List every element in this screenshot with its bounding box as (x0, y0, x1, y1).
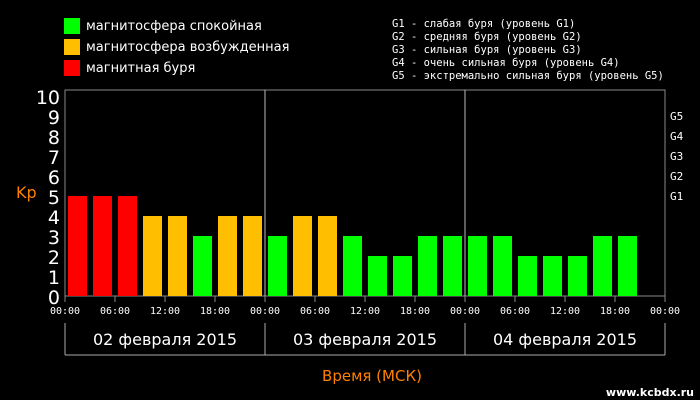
y-tick-label: 2 (48, 247, 60, 269)
kp-bar (368, 256, 387, 296)
legend-item-storm: магнитная буря (64, 59, 195, 77)
legend-label-excited: магнитосфера возбужденная (86, 39, 290, 55)
x-tick-label: 18:00 (600, 306, 630, 317)
kp-bar (318, 216, 337, 296)
kp-bar (543, 256, 562, 296)
x-tick-label: 00:00 (50, 306, 80, 317)
kp-bar (618, 236, 637, 296)
x-tick-label: 18:00 (400, 306, 430, 317)
g-level-label: G1 (670, 190, 683, 203)
kp-bar (118, 196, 137, 296)
kp-bar (493, 236, 512, 296)
x-axis-label: Время (МСК) (322, 367, 422, 385)
x-tick-label: 00:00 (450, 306, 480, 317)
x-tick-label: 12:00 (550, 306, 580, 317)
g1-description: G1 - слабая буря (уровень G1) (392, 18, 576, 30)
kp-bar (468, 236, 487, 296)
g-level-label: G2 (670, 170, 683, 183)
kp-bar (168, 216, 187, 296)
y-tick-label: 6 (48, 167, 60, 189)
g-level-label: G5 (670, 110, 683, 123)
watermark: www.kcbdx.ru (606, 386, 694, 399)
kp-bar (443, 236, 462, 296)
kp-bar (218, 216, 237, 296)
x-tick-label: 06:00 (100, 306, 130, 317)
g5-description: G5 - экстремально сильная буря (уровень … (392, 70, 664, 82)
g4-description: G4 - очень сильная буря (уровень G4) (392, 57, 620, 69)
legend-swatch-storm (64, 60, 80, 76)
y-tick-label: 1 (48, 267, 60, 289)
g2-description: G2 - средняя буря (уровень G2) (392, 31, 582, 43)
g-level-label: G3 (670, 150, 683, 163)
kp-bar (393, 256, 412, 296)
kp-bar (193, 236, 212, 296)
legend-item-excited: магнитосфера возбужденная (64, 38, 289, 56)
y-tick-label: 9 (48, 107, 60, 129)
y-axis-label: Kp (16, 183, 37, 202)
kp-bar (518, 256, 537, 296)
y-tick-label: 8 (48, 127, 60, 149)
legend-swatch-calm (64, 18, 80, 34)
legend-label-storm: магнитная буря (86, 60, 196, 76)
x-tick-label: 00:00 (650, 306, 680, 317)
x-tick-label: 06:00 (500, 306, 530, 317)
g-level-label: G4 (670, 130, 684, 143)
kp-bar (268, 236, 287, 296)
kp-bar (68, 196, 87, 296)
kp-bar (243, 216, 262, 296)
kp-bar (568, 256, 587, 296)
kp-bar (593, 236, 612, 296)
x-tick-label: 12:00 (350, 306, 380, 317)
x-tick-label: 12:00 (150, 306, 180, 317)
kp-bar (343, 236, 362, 296)
y-tick-label: 4 (48, 207, 60, 229)
y-tick-label: 7 (48, 147, 60, 169)
legend-item-calm: магнитосфера спокойная (64, 17, 262, 35)
kp-bar (418, 236, 437, 296)
x-tick-label: 18:00 (200, 306, 230, 317)
day-label: 03 февраля 2015 (293, 330, 437, 349)
y-tick-label: 3 (48, 227, 60, 249)
kp-bar (293, 216, 312, 296)
y-tick-label: 5 (48, 187, 60, 209)
x-tick-label: 06:00 (300, 306, 330, 317)
y-tick-label: 0 (48, 287, 60, 309)
day-label: 02 февраля 2015 (93, 330, 237, 349)
legend-label-calm: магнитосфера спокойная (86, 18, 262, 34)
kp-bar (143, 216, 162, 296)
legend-swatch-excited (64, 39, 80, 55)
kp-bar (93, 196, 112, 296)
x-tick-label: 00:00 (250, 306, 280, 317)
y-tick-label: 10 (36, 87, 60, 109)
day-label: 04 февраля 2015 (493, 330, 637, 349)
g3-description: G3 - сильная буря (уровень G3) (392, 44, 582, 56)
